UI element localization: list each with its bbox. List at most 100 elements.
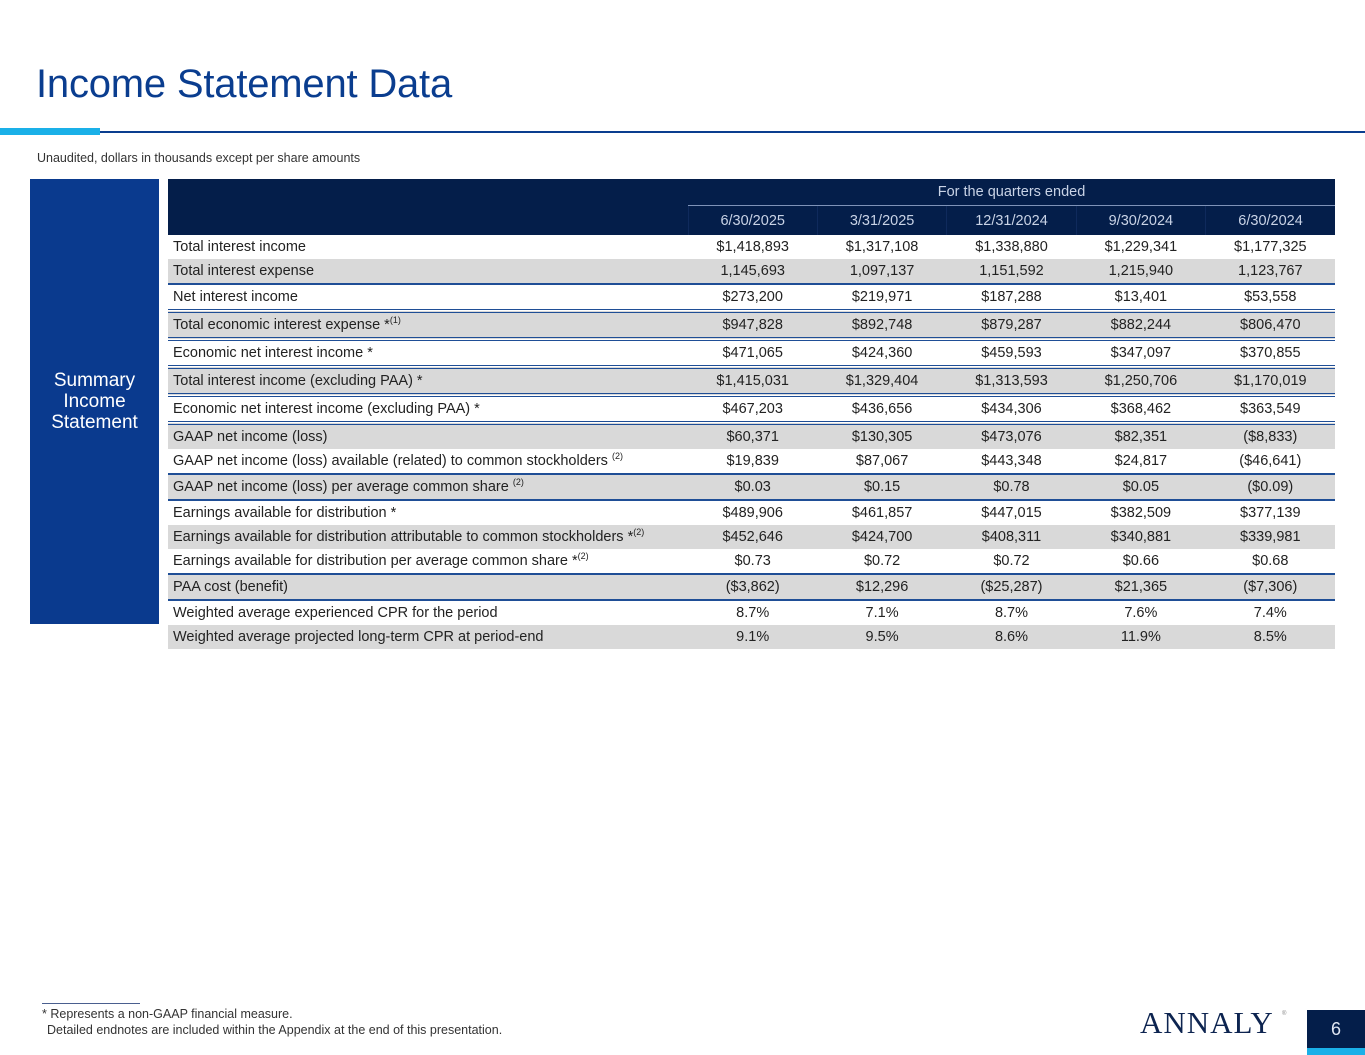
row-value: 11.9% xyxy=(1076,625,1206,649)
row-label-text: Weighted average projected long-term CPR… xyxy=(173,629,544,645)
header-blank xyxy=(168,205,688,235)
row-value: $1,329,404 xyxy=(817,365,947,395)
row-label: PAA cost (benefit) xyxy=(168,573,688,600)
row-value: $1,313,593 xyxy=(946,365,1077,395)
page-title: Income Statement Data xyxy=(36,62,453,106)
row-value: $21,365 xyxy=(1076,573,1206,600)
row-value: $339,981 xyxy=(1205,525,1336,549)
title-accent-bar xyxy=(0,128,100,135)
table-row: GAAP net income (loss) $60,371 $130,305 $47… xyxy=(168,421,1336,449)
row-value: 1,097,137 xyxy=(817,259,947,284)
table-group-header-row: For the quarters ended xyxy=(168,179,1336,206)
row-label-text: Total interest expense xyxy=(173,263,315,279)
row-value: 9.5% xyxy=(817,625,947,649)
row-value: $473,076 xyxy=(946,421,1077,449)
row-value: $0.15 xyxy=(817,473,947,500)
footnote-reference: (2) xyxy=(577,551,589,562)
row-label-text: Earnings available for distribution * xyxy=(173,505,397,521)
row-label-text: Earnings available for distribution per … xyxy=(173,553,578,569)
row-label-text: PAA cost (benefit) xyxy=(173,579,288,595)
table-row: Total economic interest expense *(1) $947… xyxy=(168,309,1336,339)
row-label-text: Economic net interest income (excluding … xyxy=(173,401,480,417)
annaly-logo: ANNALY xyxy=(1140,1005,1274,1040)
row-label-text: Total interest income (excluding PAA) * xyxy=(173,373,423,389)
row-value: $443,348 xyxy=(981,453,1042,469)
row-value: $452,646 xyxy=(688,525,818,549)
row-value: $489,906 xyxy=(688,499,818,525)
row-value: $0.73 xyxy=(734,553,771,569)
row-value: $0.05 xyxy=(1076,473,1206,500)
row-label: GAAP net income (loss) xyxy=(168,421,688,449)
row-value: 1,145,693 xyxy=(688,259,818,284)
table-row: GAAP net income (loss) available (relate… xyxy=(168,449,1335,474)
table-column-header-row: 6/30/2025 3/31/2025 12/31/2024 9/30/2024… xyxy=(168,205,1336,235)
table-row: Economic net interest income (excluding … xyxy=(168,393,1336,423)
page-number-accent xyxy=(1307,1048,1365,1055)
row-value: $382,509 xyxy=(1076,499,1206,525)
row-value: $130,305 xyxy=(817,421,947,449)
title-divider xyxy=(100,131,1365,133)
column-header: 6/30/2024 xyxy=(1205,205,1336,235)
section-label-line: Summary xyxy=(53,370,136,391)
row-value: $24,817 xyxy=(1114,453,1168,469)
row-label-text: Economic net interest income * xyxy=(173,345,373,361)
row-label: GAAP net income (loss) available (relate… xyxy=(168,449,688,474)
row-value: $13,401 xyxy=(1076,283,1206,311)
row-value: $219,971 xyxy=(817,283,947,311)
row-value: $436,656 xyxy=(817,393,947,423)
row-value: $60,371 xyxy=(688,421,818,449)
row-value: $459,593 xyxy=(946,337,1077,367)
row-value: $424,700 xyxy=(817,525,947,549)
row-value: 7.6% xyxy=(1076,599,1206,625)
row-value: $1,177,325 xyxy=(1234,239,1307,255)
row-value: ($25,287) xyxy=(946,573,1077,600)
row-value: $806,470 xyxy=(1205,309,1336,339)
row-label: Earnings available for distribution * xyxy=(168,499,688,525)
row-label: GAAP net income (loss) per average commo… xyxy=(168,473,688,500)
table-row: GAAP net income (loss) per average commo… xyxy=(168,473,1336,500)
row-value: 8.7% xyxy=(946,599,1077,625)
row-value: 8.5% xyxy=(1205,625,1336,649)
row-label: Total interest income xyxy=(168,235,688,259)
row-value: $1,170,019 xyxy=(1205,365,1336,395)
row-value: $1,415,031 xyxy=(688,365,818,395)
footnote-endnotes: Detailed endnotes are included within th… xyxy=(47,1023,503,1037)
page-number: 6 xyxy=(1307,1010,1365,1048)
footnote-reference: (2) xyxy=(611,451,623,462)
registered-mark: ® xyxy=(1282,1011,1287,1017)
table-row: Total interest income $1,418,893 $1,317,10… xyxy=(168,235,1335,259)
row-value: $340,881 xyxy=(1076,525,1206,549)
row-label-text: Total economic interest expense * xyxy=(173,317,390,333)
row-value: $1,229,341 xyxy=(1104,239,1178,255)
row-label: Total interest expense xyxy=(168,259,688,284)
table-row: Net interest income $273,200 $219,971 $187,… xyxy=(168,283,1336,311)
row-value: 9.1% xyxy=(688,625,818,649)
row-value: $892,748 xyxy=(817,309,947,339)
row-value: $368,462 xyxy=(1076,393,1206,423)
row-value: 1,215,940 xyxy=(1076,259,1206,284)
table-row: Weighted average experienced CPR for the… xyxy=(168,599,1336,625)
table-row: Earnings available for distribution attr… xyxy=(168,525,1336,549)
row-label-text: GAAP net income (loss) available (relate… xyxy=(173,453,612,469)
page-subtitle: Unaudited, dollars in thousands except p… xyxy=(37,151,361,165)
row-value: $879,287 xyxy=(946,309,1077,339)
row-value: $408,311 xyxy=(946,525,1077,549)
row-value: 8.6% xyxy=(946,625,1077,649)
row-value: 1,151,592 xyxy=(946,259,1077,284)
row-value: ($3,862) xyxy=(688,573,818,600)
row-value: $1,317,108 xyxy=(845,239,919,255)
row-value: $363,549 xyxy=(1205,393,1336,423)
group-header: For the quarters ended xyxy=(688,179,1336,206)
row-value: 8.7% xyxy=(688,599,818,625)
row-value: $187,288 xyxy=(946,283,1077,311)
section-label-line: Statement xyxy=(51,412,138,433)
table-row: Total interest income (excluding PAA) * $… xyxy=(168,365,1336,395)
row-value: 7.4% xyxy=(1205,599,1336,625)
footnote-non-gaap: * Represents a non-GAAP financial measur… xyxy=(42,1007,293,1021)
income-statement-table: For the quarters ended 6/30/2025 3/31/20… xyxy=(168,179,1336,649)
row-value: $82,351 xyxy=(1076,421,1206,449)
row-value: $447,015 xyxy=(946,499,1077,525)
row-label-text: GAAP net income (loss) per average commo… xyxy=(173,479,513,495)
row-label: Earnings available for distribution attr… xyxy=(168,525,688,549)
row-label: Net interest income xyxy=(168,283,688,311)
